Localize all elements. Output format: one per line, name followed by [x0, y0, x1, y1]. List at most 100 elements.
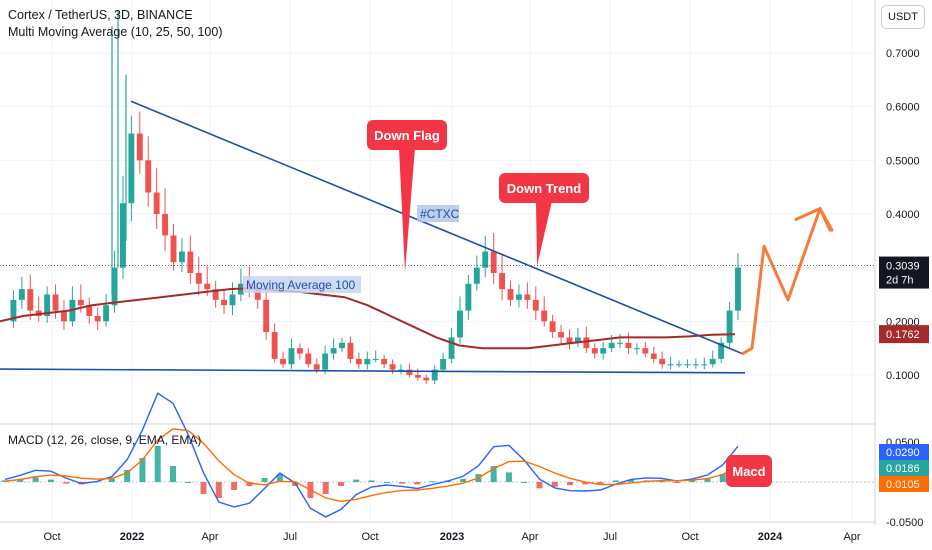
candle-body — [709, 358, 716, 365]
macd-histogram-bar — [567, 482, 574, 486]
price-tick-label: 0.7000 — [886, 48, 920, 60]
candle-body — [633, 348, 640, 350]
candle-body — [305, 353, 312, 365]
macd-histogram-bar — [582, 482, 589, 485]
ma100-line — [0, 287, 736, 350]
last-price-sub: 2d 7h — [886, 275, 914, 287]
time-tick-label: 2022 — [120, 531, 144, 543]
candle-body — [423, 377, 430, 381]
candle-body — [541, 310, 548, 322]
candle-body — [642, 348, 649, 354]
macd-histogram-bar — [322, 482, 329, 494]
candle-body — [339, 342, 345, 349]
candle-body — [600, 348, 607, 354]
macd-histogram-bar — [353, 479, 360, 482]
candle-body — [659, 358, 666, 365]
macd-histogram-bar — [505, 472, 512, 482]
candle-body — [212, 289, 219, 300]
candle-body — [18, 289, 25, 300]
macd-histogram-bar — [368, 480, 375, 482]
callout-text: Down Flag — [374, 128, 440, 143]
candle-body — [490, 251, 497, 274]
macd-histogram-bar — [215, 482, 222, 498]
macd-histogram-bar — [185, 482, 192, 483]
candle-body — [676, 364, 682, 366]
macd-histogram-bar — [200, 482, 207, 494]
macd-histogram-bar — [32, 477, 39, 482]
candle-body — [178, 251, 185, 263]
macd-line — [4, 392, 739, 518]
ma-price-text: 0.1762 — [886, 329, 920, 341]
macd-histogram-bar — [673, 482, 680, 483]
time-tick-label: 2024 — [758, 531, 783, 543]
time-tick-label: Jul — [603, 531, 617, 543]
candle-body — [507, 289, 514, 300]
macd-callout-box — [726, 455, 772, 487]
candle-body — [153, 192, 160, 214]
macd-histogram-bar — [139, 458, 146, 482]
candle-body — [221, 299, 228, 306]
candle-body — [44, 294, 51, 316]
macd-histogram-bar — [17, 478, 24, 482]
candle-body — [524, 294, 531, 300]
ma-label: Moving Average 100 — [246, 278, 356, 292]
grid — [0, 0, 876, 525]
candles-layer — [10, 10, 741, 385]
candle-body — [229, 294, 236, 306]
descending-trendline — [130, 100, 743, 355]
macd-histogram-bar — [124, 470, 131, 482]
candle-body — [271, 332, 278, 359]
ma-label-bg — [243, 276, 361, 293]
candle-body — [322, 353, 329, 370]
macd-histogram-bar — [154, 446, 161, 482]
price-tick-label: 0.1000 — [886, 370, 920, 382]
candle-body — [111, 267, 118, 306]
macd-histogram-bar — [337, 482, 344, 486]
candle-body — [440, 358, 447, 370]
callout-box — [367, 120, 447, 150]
macd-histogram-bar — [460, 478, 467, 482]
signal-line — [4, 428, 739, 503]
candle-body — [136, 133, 143, 161]
candle-body — [650, 353, 657, 359]
candle-body — [27, 289, 34, 311]
macd-legend[interactable]: MACD (12, 26, close, 9, EMA, EMA) — [8, 433, 202, 447]
candle-body — [355, 358, 362, 365]
macd-histogram-bar — [490, 466, 497, 482]
candle-body — [195, 273, 202, 284]
macd-histogram-bar — [719, 474, 726, 482]
macd-value-text: 0.0186 — [886, 463, 920, 475]
candle-body — [398, 369, 404, 371]
candle-body — [608, 342, 615, 349]
indicator-legend[interactable]: Multi Moving Average (10, 25, 50, 100) — [8, 25, 223, 39]
ctxc-label-bg — [417, 205, 459, 222]
candle-body — [313, 364, 320, 370]
macd-histogram-bar — [612, 480, 619, 482]
projection-arrow — [741, 207, 832, 355]
candle-body — [549, 321, 556, 333]
candle-body — [86, 305, 93, 316]
candle-body — [372, 358, 379, 360]
candle-body — [52, 294, 59, 311]
candle-body — [364, 358, 371, 365]
price-tick-label: 0.4000 — [886, 209, 920, 221]
candle-body — [414, 375, 421, 378]
macd-value-badge — [879, 476, 929, 492]
arrow-head — [794, 206, 834, 232]
macd-histogram-bar — [47, 479, 54, 482]
candle-body — [684, 364, 691, 366]
macd-histogram-bar — [628, 479, 635, 482]
callout-box — [499, 173, 589, 203]
symbol-title[interactable]: Cortex / TetherUS, 3D, BINANCE — [8, 8, 193, 22]
currency-button[interactable]: USDT — [881, 5, 925, 29]
candle-body — [406, 369, 413, 375]
candle-body — [77, 299, 84, 306]
candle-body — [574, 337, 581, 343]
candle-body — [591, 348, 598, 354]
candle-body — [558, 332, 565, 338]
time-tick-label: Apr — [843, 531, 860, 543]
candle-body — [473, 267, 480, 284]
macd-histogram-bar — [276, 474, 283, 482]
